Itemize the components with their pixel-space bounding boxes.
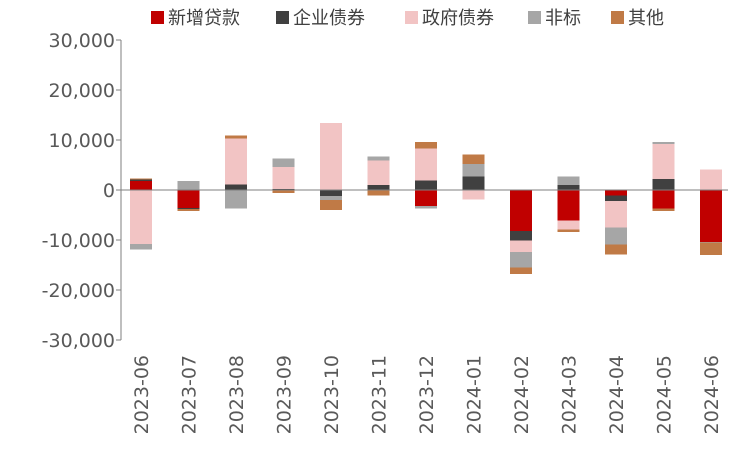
bar-segment bbox=[652, 190, 675, 209]
bar-segment bbox=[415, 206, 437, 209]
bar-segment bbox=[367, 185, 390, 190]
bar-segment bbox=[462, 154, 485, 164]
bar-segment bbox=[557, 220, 580, 230]
bar-segment bbox=[415, 190, 437, 206]
bar-segment bbox=[367, 190, 390, 196]
bar-segment bbox=[177, 190, 200, 208]
bar-segment bbox=[320, 123, 342, 190]
bar-segment bbox=[130, 190, 152, 244]
x-axis: 2023-06 2023-07 2023-08 2023-09 2023-10 2023-… bbox=[121, 189, 728, 434]
bar-segment bbox=[510, 231, 532, 241]
legend-swatch bbox=[528, 11, 541, 24]
bar-segment bbox=[225, 135, 247, 139]
y-tick-label: 30,000 bbox=[49, 30, 115, 52]
x-tick-label: 2024-01 bbox=[464, 355, 486, 434]
bar-segment bbox=[557, 185, 580, 190]
bar-segment bbox=[462, 164, 485, 177]
legend-label: 企业债券 bbox=[293, 8, 365, 29]
legend-label: 非标 bbox=[545, 8, 581, 29]
bar-segment bbox=[272, 189, 295, 190]
bar-segment bbox=[130, 181, 152, 190]
x-tick-label: 2023-12 bbox=[416, 355, 438, 434]
bars bbox=[130, 123, 722, 274]
x-tick-label: 2023-11 bbox=[369, 355, 391, 434]
bar-segment bbox=[700, 242, 722, 243]
bar-segment bbox=[225, 190, 247, 209]
bar-segment bbox=[605, 195, 627, 201]
bar-segment bbox=[415, 142, 437, 149]
legend: 新增贷款 企业债券 政府债券 非标 其他 bbox=[151, 8, 664, 29]
x-tick-label: 2024-04 bbox=[606, 355, 628, 434]
bar-segment bbox=[605, 201, 627, 228]
bar-segment bbox=[272, 190, 295, 193]
legend-label: 政府债券 bbox=[422, 8, 494, 29]
y-tick-label: 10,000 bbox=[49, 130, 115, 152]
x-tick-label: 2023-08 bbox=[226, 355, 248, 434]
bar-segment bbox=[225, 184, 247, 190]
bar-segment bbox=[652, 179, 675, 190]
bar-segment bbox=[320, 200, 342, 210]
bar-segment bbox=[605, 227, 627, 245]
bar-segment bbox=[225, 138, 247, 185]
bar-segment bbox=[605, 244, 627, 255]
bar-segment bbox=[130, 244, 152, 250]
legend-label: 新增贷款 bbox=[168, 8, 240, 29]
bar-segment bbox=[652, 142, 675, 144]
x-tick-label: 2023-10 bbox=[321, 355, 343, 434]
bar-segment bbox=[510, 252, 532, 268]
y-tick-label: 20,000 bbox=[49, 80, 115, 102]
bar-segment bbox=[415, 180, 437, 190]
legend-label: 其他 bbox=[628, 8, 664, 29]
y-tick-label: -10,000 bbox=[42, 230, 115, 252]
bar-segment bbox=[462, 176, 485, 190]
legend-swatch bbox=[151, 11, 164, 24]
x-tick-label: 2023-06 bbox=[131, 355, 153, 434]
bar-segment bbox=[367, 160, 390, 185]
bar-segment bbox=[177, 181, 200, 190]
legend-swatch bbox=[405, 11, 418, 24]
bar-segment bbox=[557, 229, 580, 232]
bar-segment bbox=[177, 208, 200, 209]
y-tick-label: 0 bbox=[103, 180, 115, 202]
legend-swatch bbox=[611, 11, 624, 24]
x-tick-label: 2023-09 bbox=[274, 355, 296, 434]
bar-segment bbox=[320, 196, 342, 200]
legend-swatch bbox=[276, 11, 289, 24]
bar-segment bbox=[557, 176, 580, 185]
bar-segment bbox=[700, 242, 722, 255]
bar-segment bbox=[367, 156, 390, 161]
bar-segment bbox=[177, 209, 200, 211]
bar-segment bbox=[510, 240, 532, 252]
y-tick-label: -20,000 bbox=[42, 280, 115, 302]
bar-segment bbox=[415, 148, 437, 181]
bar-segment bbox=[130, 178, 152, 180]
bar-segment bbox=[320, 190, 342, 196]
bar-segment bbox=[272, 167, 295, 189]
bar-segment bbox=[272, 158, 295, 167]
x-tick-label: 2024-06 bbox=[701, 355, 723, 434]
x-tick-label: 2024-02 bbox=[511, 355, 533, 434]
bar-segment bbox=[510, 267, 532, 274]
bar-segment bbox=[130, 179, 152, 181]
bar-segment bbox=[605, 190, 627, 196]
bar-segment bbox=[700, 169, 722, 190]
x-tick-label: 2023-07 bbox=[179, 355, 201, 434]
y-axis: 30,000 20,000 10,000 0 -10,000 -20,000 -30,000 bbox=[42, 30, 122, 352]
y-tick-label: -30,000 bbox=[42, 330, 115, 352]
bar-segment bbox=[652, 144, 675, 179]
bar-segment bbox=[700, 190, 722, 242]
bar-segment bbox=[510, 190, 532, 231]
bar-segment bbox=[652, 208, 675, 211]
bar-segment bbox=[462, 190, 485, 200]
x-tick-label: 2024-05 bbox=[654, 355, 676, 434]
bar-segment bbox=[557, 190, 580, 221]
x-tick-label: 2024-03 bbox=[559, 355, 581, 434]
